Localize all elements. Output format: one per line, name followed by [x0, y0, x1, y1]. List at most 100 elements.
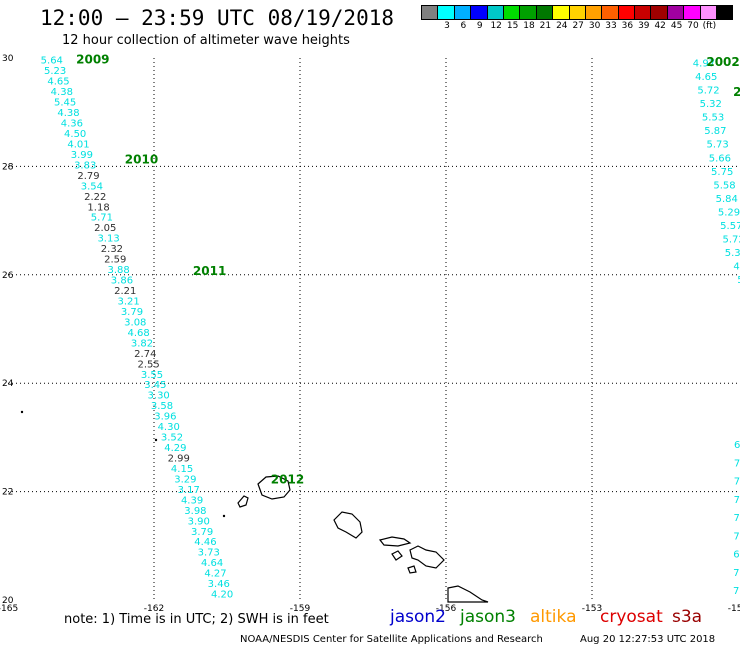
pass-time-label: 2009 [76, 52, 109, 66]
wave-height-value: 3.17 [178, 485, 200, 496]
wave-height-value: 2.59 [104, 255, 126, 266]
wave-height-value: 2.79 [77, 171, 99, 182]
wave-height-value: 2.99 [168, 453, 190, 464]
island-hawaii [447, 585, 489, 603]
wave-height-value: 3.83 [74, 160, 96, 171]
wave-height-value: 5.57 [720, 221, 740, 232]
wave-height-value: 4.29 [164, 443, 186, 454]
wave-height-value: 3.79 [121, 307, 143, 318]
wave-height-value: 5.32 [700, 99, 722, 110]
wave-height-value: 5.64 [41, 56, 63, 67]
wave-height-value: 4.36 [61, 119, 83, 130]
wave-height-value: 4.65 [47, 77, 69, 88]
wave-height-value: 3.30 [148, 391, 170, 402]
legend-label: 30 [588, 21, 601, 31]
wave-height-value: 7 [734, 495, 740, 506]
map-title: 12:00 – 23:59 UTC 08/19/2018 [40, 6, 395, 30]
pass-time-label: 2003 [733, 85, 740, 99]
wave-height-value: 7 [734, 458, 740, 469]
pass-time-label: 2010 [125, 153, 158, 167]
pass-time-label: 2012 [271, 472, 304, 486]
island-lanai [391, 550, 403, 561]
longitude-tick-label: -150 [728, 604, 740, 614]
island-maui [409, 545, 445, 569]
wave-height-value: 5.73 [706, 140, 728, 151]
islet-dot [20, 410, 24, 414]
pass-time-labels: 2009 2010 2011 2012 2002 2003 [76, 52, 740, 486]
wave-height-value: 5.45 [54, 98, 76, 109]
units-note: note: 1) Time is in UTC; 2) SWH is in fe… [64, 612, 329, 627]
wave-height-value: 3.58 [151, 401, 173, 412]
wave-height-value: 3.86 [111, 276, 133, 287]
latitude-tick-label: 30 [2, 54, 14, 64]
wave-height-value: 5.53 [702, 113, 724, 124]
wave-height-value: 2.55 [138, 359, 160, 370]
wave-height-value: 7 [734, 477, 740, 488]
island-oahu [333, 511, 363, 539]
wave-height-value: 5.72 [722, 235, 740, 246]
wave-height-value: 5.71 [91, 213, 113, 224]
wave-height-value: 3.88 [107, 265, 129, 276]
wave-height-value: 4.38 [51, 87, 73, 98]
legend-label: 18 [523, 21, 535, 31]
legend-label: 70 [687, 21, 699, 31]
legend-label: 15 [506, 21, 519, 31]
wave-height-value: 4.38 [57, 108, 79, 119]
longitude-tick-label: -165 [0, 604, 18, 614]
legend-label: 3 [444, 21, 450, 31]
map-subtitle: 12 hour collection of altimeter wave hei… [62, 33, 350, 48]
map-grid [8, 58, 738, 600]
wave-height-value: 5.72 [697, 86, 719, 97]
wave-height-value: 7.9 [733, 586, 740, 597]
pass-time-label: 2002 [706, 55, 739, 69]
axis-tick-labels: -165 -162 -159 -156 -153 -150 30 28 26 24 22 20 [0, 54, 740, 614]
wave-height-value: 3.13 [97, 234, 119, 245]
wave-height-value: 3.55 [141, 370, 163, 381]
wave-height-value: 4.39 [181, 495, 203, 506]
legend-label: 27 [572, 21, 584, 31]
wave-height-value: 2.21 [114, 286, 136, 297]
center-credit: NOAA/NESDIS Center for Satellite Applica… [240, 634, 543, 645]
wave-height-value: 5.87 [704, 126, 726, 137]
wave-height-value: 1.18 [87, 202, 109, 213]
island-kahoolawe [407, 565, 417, 574]
color-scale-labels: 3 6 9 12 15 18 21 24 27 30 33 36 39 42 45 70 (ft) [422, 21, 740, 33]
islet-dot [222, 514, 226, 518]
legend-label: 39 [638, 21, 650, 31]
wave-height-value: 7.0 [733, 568, 740, 579]
wave-height-value: 4.64 [201, 558, 223, 569]
wave-height-value: 4.97 [693, 58, 715, 69]
latitude-tick-label: 20 [2, 596, 14, 606]
legend-label: 9 [476, 21, 483, 31]
longitude-tick-label: -156 [436, 604, 457, 614]
satellite-name: s3a [672, 607, 703, 627]
longitude-tick-label: -159 [290, 604, 311, 614]
wave-height-value: 3.45 [144, 380, 166, 391]
legend-label: 42 [654, 21, 666, 31]
wave-height-value: 5.58 [713, 180, 735, 191]
latitude-tick-label: 22 [2, 488, 13, 498]
island-niihau [237, 495, 249, 508]
wave-height-value: 3.98 [184, 506, 206, 517]
color-scale-legend [421, 5, 734, 20]
wave-height-value: 3.52 [161, 433, 183, 444]
island-molokai [378, 536, 412, 547]
legend-label: (ft) [702, 21, 717, 31]
wave-height-value: 3.73 [198, 548, 220, 559]
altimeter-tracks: 5.645.234.654.385.454.384.364.504.013.99… [41, 56, 740, 601]
legend-label: 21 [539, 21, 552, 31]
wave-height-value: 3.96 [154, 412, 176, 423]
wave-height-value: 4. [733, 262, 740, 273]
longitude-tick-label: -162 [144, 604, 164, 614]
legend-label: 6 [460, 21, 467, 31]
wave-height-value: 5.84 [716, 194, 738, 205]
wave-height-value: 4.65 [695, 72, 717, 83]
satellite-name: jason3 [460, 607, 516, 627]
wave-height-value: 6.9 [733, 550, 740, 561]
wave-height-value: 4.30 [158, 422, 180, 433]
latitude-tick-label: 24 [2, 379, 14, 389]
wave-height-value: 5.66 [709, 153, 731, 164]
satellite-name: altika [530, 607, 577, 627]
island-kauai [257, 475, 291, 500]
